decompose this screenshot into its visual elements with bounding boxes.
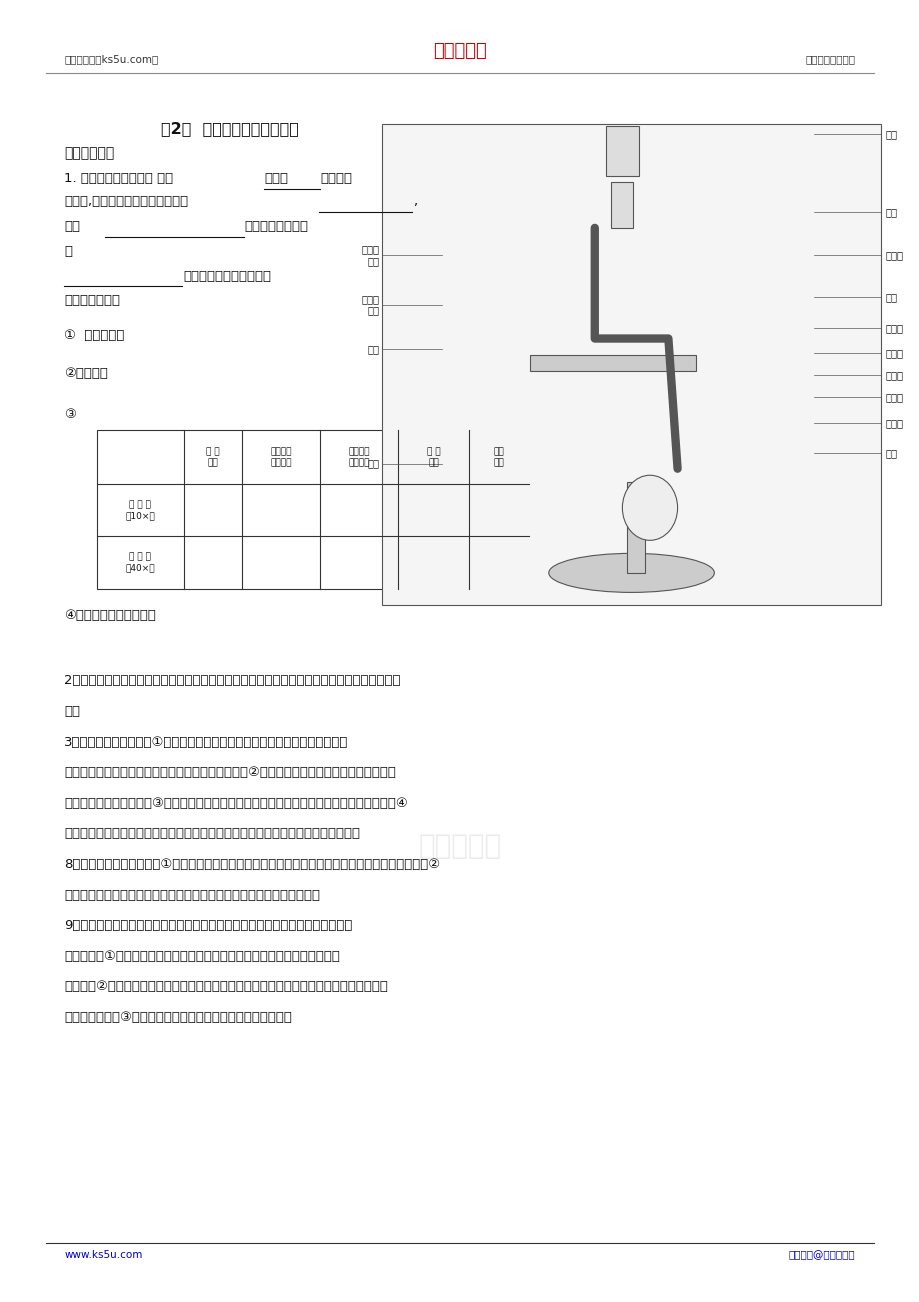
Text: www.ks5u.com: www.ks5u.com [64,1250,142,1260]
Ellipse shape [621,475,676,540]
Text: 所构成；②细胞是一个＿＿＿＿＿＿的单位，既有它自己的＿＿＿＿＿＿，又对与其他细胞: 所构成；②细胞是一个＿＿＿＿＿＿的单位，既有它自己的＿＿＿＿＿＿，又对与其他细胞 [64,980,388,993]
Text: 使视野明亮适宜，再调节: 使视野明亮适宜，再调节 [183,270,271,283]
Text: 高 倍 镜
（40×）: 高 倍 镜 （40×） [125,552,155,573]
Text: 直至物象清晰。: 直至物象清晰。 [64,294,120,307]
Text: 反光镜: 反光镜 [884,418,902,428]
Text: ①  目镜和物镜: ① 目镜和物镜 [64,329,125,342]
Text: 高考资源网: 高考资源网 [418,832,501,861]
Text: 目镜: 目镜 [884,129,896,139]
Text: 3．细胞多样性体现在：①动植物细胞在形态、结构上的差别，如植物细胞具有: 3．细胞多样性体现在：①动植物细胞在形态、结构上的差别，如植物细胞具有 [64,736,348,749]
Text: 其要点为：①细胞是一个有机体，一切动植物都是由＿＿＿＿发育而来，并由: 其要点为：①细胞是一个有机体，一切动植物都是由＿＿＿＿发育而来，并由 [64,950,340,962]
Text: 镜筒: 镜筒 [884,207,896,217]
Text: 粗准焦
螺旋: 粗准焦 螺旋 [360,245,379,266]
Text: 物镜与玻
片的距离: 物镜与玻 片的距离 [348,447,369,467]
Text: 转换器: 转换器 [884,250,902,260]
Text: 的目标,看清后将要观察的物象移至: 的目标,看清后将要观察的物象移至 [64,195,188,208]
Text: 版权所有@高考资源网: 版权所有@高考资源网 [789,1250,855,1260]
Text: 的生命起作用；③新细胞可以从＿＿＿＿＿＿＿＿＿＿中产生。: 的生命起作用；③新细胞可以从＿＿＿＿＿＿＿＿＿＿中产生。 [64,1010,292,1023]
Ellipse shape [549,553,714,592]
Text: 大类: 大类 [64,706,80,717]
Text: 真核细胞和原核细胞都具有＿＿＿＿＿、＿＿＿＿＿＿、＿＿＿＿＿等。: 真核细胞和原核细胞都具有＿＿＿＿＿、＿＿＿＿＿＿、＿＿＿＿＿等。 [64,888,320,901]
Text: 镜座: 镜座 [884,448,896,458]
Text: 成 像
大小: 成 像 大小 [206,447,220,467]
Text: 遮光器: 遮光器 [884,370,902,380]
Text: 视野
明暗: 视野 明暗 [494,447,504,467]
Text: 细准焦
螺旋: 细准焦 螺旋 [360,294,379,315]
Text: 8．细胞的统一性体现在：①动植物细胞都有相似的基本结构，如＿＿＿＿＿、＿＿＿＿、＿＿＿＿。②: 8．细胞的统一性体现在：①动植物细胞都有相似的基本结构，如＿＿＿＿＿、＿＿＿＿、… [64,858,440,871]
Text: 高考资源网: 高考资源网 [433,42,486,60]
Text: 同的动物细胞也有差别。③原核细胞与真核细胞的差别，如原核细胞没有＿＿＿＿＿＿＿等。④: 同的动物细胞也有差别。③原核细胞与真核细胞的差别，如原核细胞没有＿＿＿＿＿＿＿等… [64,797,408,810]
Text: ③: ③ [64,408,76,421]
Bar [96,430,528,589]
Text: 镜臂: 镜臂 [367,344,379,354]
Bar [611,182,633,228]
Text: 和: 和 [64,245,73,258]
Bar [627,482,645,573]
Bar [606,126,639,176]
Text: ④移动方向：物像成倒像: ④移动方向：物像成倒像 [64,609,156,622]
Text: 不同的原核细胞结构及成分也有差别。如蓝藻细胞内含有＿＿＿＿＿和＿＿＿＿＿。: 不同的原核细胞结构及成分也有差别。如蓝藻细胞内含有＿＿＿＿＿和＿＿＿＿＿。 [64,828,360,840]
Text: 压片夹: 压片夹 [884,392,902,402]
Text: 物镜: 物镜 [884,292,896,302]
Text: ,: , [413,195,416,208]
Text: 视 野
范围: 视 野 范围 [426,447,440,467]
Text: 载物台: 载物台 [884,323,902,333]
Text: 第2节  细胞的多样性和统一性: 第2节 细胞的多样性和统一性 [161,121,299,137]
Text: 转动: 转动 [64,220,80,233]
Text: 2．科学家根据细胞内有无以＿＿＿＿为界限的细胞核，把细胞分为＿＿＿＿＿＿和＿＿＿＿两: 2．科学家根据细胞内有无以＿＿＿＿为界限的细胞核，把细胞分为＿＿＿＿＿＿和＿＿＿… [64,674,401,687]
Text: 低倍镜: 低倍镜 [264,172,288,185]
Text: ②放大倍数: ②放大倍数 [64,367,108,380]
Text: 1. 高倍镜的使用方法是 先用: 1. 高倍镜的使用方法是 先用 [64,172,174,185]
Text: 通光孔: 通光孔 [884,348,902,358]
Bar [530,355,696,371]
Text: 找到观察: 找到观察 [320,172,352,185]
Text: 镜柱: 镜柱 [367,458,379,469]
Text: 9．细胞学说主要是由德国科学家＿＿＿＿＿＿＿和＿＿＿＿＿＿＿共同建立的，: 9．细胞学说主要是由德国科学家＿＿＿＿＿＿＿和＿＿＿＿＿＿＿共同建立的， [64,919,352,932]
Text: 【课本聚焦】: 【课本聚焦】 [64,146,115,160]
Text: 您身边的高考专家: 您身边的高考专家 [805,53,855,64]
Text: 高考资源网（ks5u.com）: 高考资源网（ks5u.com） [64,53,158,64]
Text: 观察到的
细胞数目: 观察到的 细胞数目 [270,447,291,467]
Text: 换上高倍镜，调整: 换上高倍镜，调整 [244,220,309,233]
Text: 低 倍 镜
（10×）: 低 倍 镜 （10×） [125,500,155,521]
Text: 等结构，而动物细胞具有＿＿＿＿＿＿＿＿等结构。②不同的植物细胞在结构上也有差别，不: 等结构，而动物细胞具有＿＿＿＿＿＿＿＿等结构。②不同的植物细胞在结构上也有差别，… [64,766,396,779]
Bar [381,124,880,605]
